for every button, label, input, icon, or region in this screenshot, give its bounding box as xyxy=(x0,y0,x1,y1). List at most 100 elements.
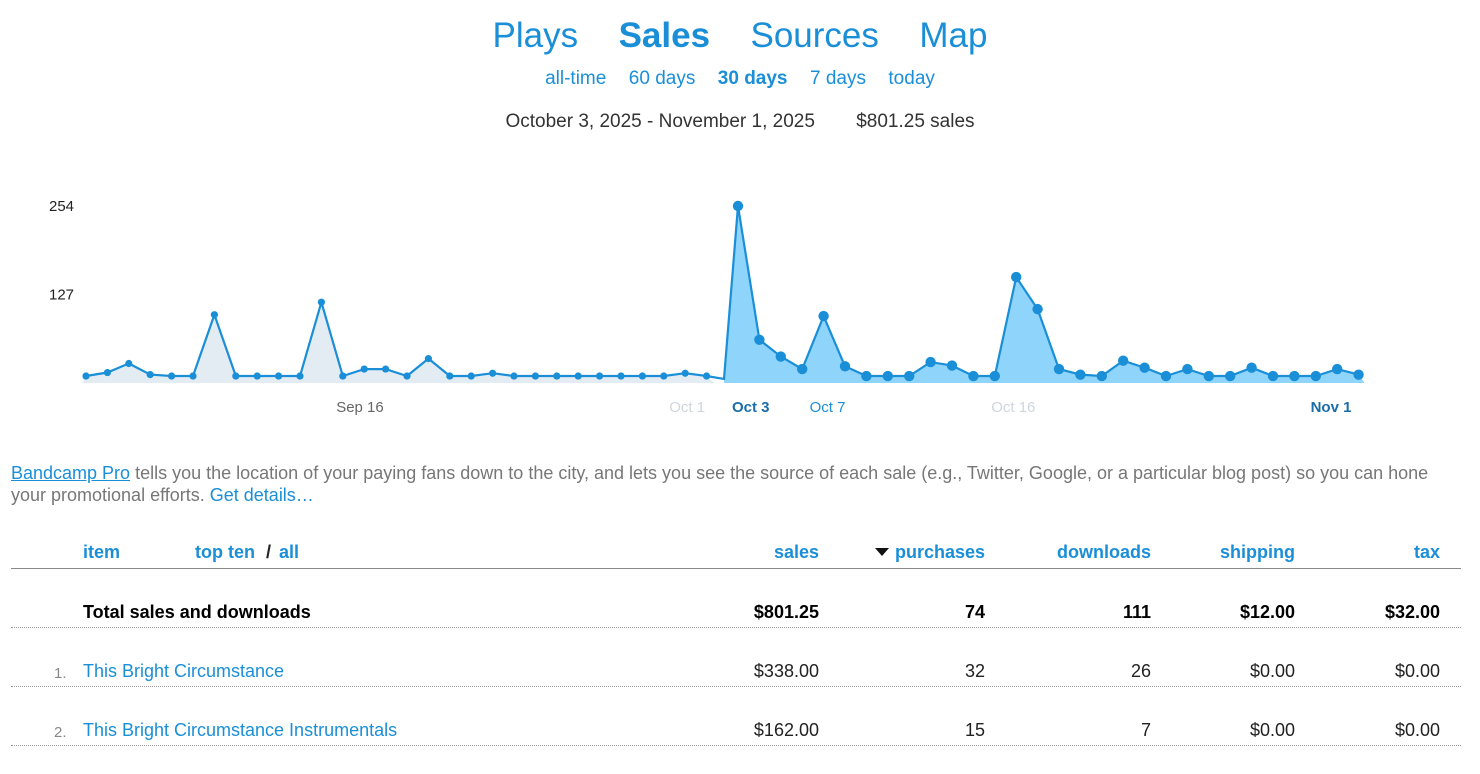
current-data-point xyxy=(754,334,765,345)
previous-data-point xyxy=(189,372,197,380)
previous-data-point xyxy=(638,372,647,380)
row-index: 1. xyxy=(54,665,67,682)
previous-data-point xyxy=(296,372,304,380)
previous-data-point xyxy=(617,372,625,380)
x-tick-label: Sep 16 xyxy=(336,399,384,416)
current-data-point xyxy=(1011,271,1022,283)
total-shipping-value: $12.00 xyxy=(1239,602,1295,622)
range-today[interactable]: today xyxy=(888,68,935,89)
get-details-link[interactable]: Get details… xyxy=(209,485,314,505)
current-data-point xyxy=(946,360,958,371)
date-range: October 3, 2025 - November 1, 2025 xyxy=(505,111,815,132)
previous-data-point xyxy=(339,372,347,380)
row-shipping: $0.00 xyxy=(1249,661,1295,681)
row-tax: $0.00 xyxy=(1394,661,1440,681)
previous-data-point xyxy=(103,368,111,377)
current-data-point xyxy=(839,361,851,372)
current-data-point xyxy=(1267,370,1279,382)
previous-data-point xyxy=(317,298,325,306)
range-7-days[interactable]: 7 days xyxy=(809,68,866,89)
y-tick-label: 127 xyxy=(49,287,74,304)
current-data-point xyxy=(1246,362,1257,373)
previous-data-point xyxy=(403,372,411,380)
previous-data-point xyxy=(489,369,497,377)
previous-data-point xyxy=(424,355,432,363)
bandcamp-pro-link[interactable]: Bandcamp Pro xyxy=(11,463,131,483)
current-data-point xyxy=(1139,362,1150,373)
table-header: item top ten / all sales purchases downl… xyxy=(11,538,1461,569)
current-data-point xyxy=(1182,363,1193,375)
sort-desc-icon xyxy=(874,548,889,556)
previous-data-point xyxy=(125,359,133,368)
total-purchases-value: 74 xyxy=(964,602,985,622)
col-shipping[interactable]: shipping xyxy=(1220,542,1295,562)
top-ten-link[interactable]: top ten xyxy=(195,542,255,562)
previous-data-point xyxy=(574,372,582,380)
tab-map[interactable]: Map xyxy=(919,16,988,55)
previous-data-point xyxy=(596,372,604,380)
col-sales[interactable]: sales xyxy=(773,542,819,562)
range-tabs: all-time 60 days 30 days 7 days today xyxy=(0,68,1480,90)
total-downloads-value: 111 xyxy=(1122,602,1151,622)
col-downloads[interactable]: downloads xyxy=(1057,542,1151,562)
previous-data-point xyxy=(703,372,711,380)
previous-data-point xyxy=(275,372,283,380)
x-tick-label: Oct 16 xyxy=(991,399,1035,416)
row-purchases: 15 xyxy=(964,720,985,740)
total-row: Total sales and downloads $801.25 74 111… xyxy=(11,569,1461,628)
x-tick-label: Oct 7 xyxy=(810,399,846,416)
x-tick-label: Oct 1 xyxy=(669,399,705,416)
current-data-point xyxy=(989,370,1000,382)
current-data-point xyxy=(1032,303,1043,315)
previous-data-point xyxy=(360,365,368,373)
current-data-point xyxy=(861,370,872,382)
current-data-point xyxy=(797,363,808,375)
sales-line xyxy=(85,205,1359,381)
range-all-time[interactable]: all-time xyxy=(545,68,607,89)
y-tick-label: 254 xyxy=(49,198,74,215)
current-data-point xyxy=(1225,370,1236,382)
sales-table: item top ten / all sales purchases downl… xyxy=(11,538,1461,746)
tab-plays[interactable]: Plays xyxy=(492,16,579,55)
previous-data-point xyxy=(232,372,240,380)
current-data-point xyxy=(1118,355,1129,366)
table-row: 1. This Bright Circumstance $338.00 32 2… xyxy=(11,628,1461,687)
col-item[interactable]: item xyxy=(83,542,121,562)
current-data-point xyxy=(1332,363,1343,375)
current-data-point xyxy=(925,356,936,368)
row-sales: $338.00 xyxy=(753,661,819,681)
row-tax: $0.00 xyxy=(1394,720,1440,740)
header-separator: / xyxy=(266,542,272,562)
summary: October 3, 2025 - November 1, 2025 $801.… xyxy=(0,111,1480,133)
row-shipping: $0.00 xyxy=(1249,720,1295,740)
previous-data-point xyxy=(681,369,689,377)
current-data-point xyxy=(1160,370,1172,382)
previous-data-point xyxy=(553,372,561,380)
tab-sales[interactable]: Sales xyxy=(618,16,711,55)
row-downloads: 26 xyxy=(1130,661,1151,681)
previous-data-point xyxy=(168,372,176,380)
current-data-point xyxy=(818,310,829,322)
previous-data-point xyxy=(660,372,668,380)
current-data-point xyxy=(1310,370,1322,382)
previous-data-point xyxy=(382,365,390,373)
total-sales: $801.25 sales xyxy=(856,111,975,132)
previous-data-point xyxy=(467,372,475,380)
previous-data-point xyxy=(146,371,154,379)
previous-data-point xyxy=(510,372,518,380)
all-link[interactable]: all xyxy=(279,542,300,562)
total-tax-value: $32.00 xyxy=(1384,602,1440,622)
col-tax[interactable]: tax xyxy=(1413,542,1440,562)
current-data-point xyxy=(1289,370,1300,382)
range-30-days[interactable]: 30 days xyxy=(717,68,788,89)
row-downloads: 7 xyxy=(1140,720,1151,740)
col-purchases[interactable]: purchases xyxy=(874,542,985,563)
current-data-point xyxy=(882,370,893,382)
range-60-days[interactable]: 60 days xyxy=(628,68,696,89)
tab-sources[interactable]: Sources xyxy=(750,16,879,55)
item-link[interactable]: This Bright Circumstance Instrumentals xyxy=(83,720,398,740)
x-tick-label: Nov 1 xyxy=(1311,399,1352,416)
current-data-point xyxy=(1096,370,1108,382)
current-data-point xyxy=(1075,369,1086,380)
item-link[interactable]: This Bright Circumstance xyxy=(83,661,285,681)
